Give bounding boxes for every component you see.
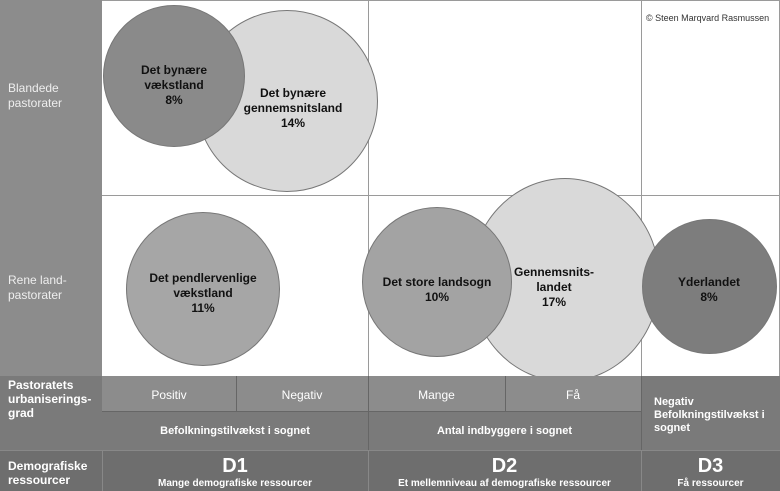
demographic-band <box>0 450 780 491</box>
row-label-blandede: Blandede pastorater <box>8 81 63 110</box>
sub-label-mange: Mange <box>418 388 455 402</box>
circle-label: Det bynære gennemsnitsland 14% <box>243 86 343 130</box>
circle-store-landsogn <box>362 207 512 357</box>
grid-row-divider <box>102 195 780 196</box>
sub-band-positiv <box>102 376 236 411</box>
circle-bynaere-vaekstland <box>103 5 245 147</box>
sub-band-negativ <box>236 376 368 411</box>
circle-label: Yderlandet 8% <box>677 275 740 304</box>
circle-label: Det bynære vækstland 8% <box>140 63 208 107</box>
column-code-d2: D2 <box>491 455 518 477</box>
axis-label-demografiske: Demografiske ressourcer <box>8 459 88 487</box>
circle-pendlervenlige-vaekstland <box>126 212 280 366</box>
group-label-befolkning: Befolkningstilvækst i sognet <box>160 425 310 437</box>
demographic-divider <box>102 450 103 491</box>
circle-label: Gennemsnits-landet 17% <box>513 265 594 309</box>
sub-label-positiv: Positiv <box>151 388 187 402</box>
header-divider <box>236 376 237 411</box>
header-divider <box>368 376 369 450</box>
grid-col-divider-2 <box>641 0 642 376</box>
copyright-note: © Steen Marqvard Rasmussen <box>646 13 770 23</box>
row-label-rene: Rene land-pastorater <box>8 273 67 302</box>
header-divider <box>102 411 641 412</box>
demographic-top-line <box>0 450 780 451</box>
sub-label-negativ: Negativ <box>281 388 323 402</box>
circle-yderlandet <box>642 219 777 354</box>
column-desc-d2: Et mellemniveau af demografiske ressourc… <box>398 478 611 489</box>
column-code-d1: D1 <box>222 455 248 477</box>
column-desc-d1: Mange demografiske ressourcer <box>158 478 312 489</box>
header-divider <box>641 376 642 450</box>
sub-band-faa <box>505 376 641 411</box>
grid-col-divider-1 <box>368 0 369 376</box>
group-label-antal: Antal indbyggere i sognet <box>436 425 573 437</box>
grid-top-border <box>102 0 780 1</box>
sub-label-faa: Få <box>565 388 580 402</box>
sub-band-mange <box>368 376 505 411</box>
demographic-divider <box>641 450 642 491</box>
header-divider <box>505 376 506 411</box>
group-label-negativ-befolkning: Negativ Befolkningstilvækst i sognet <box>654 396 765 434</box>
demographic-divider <box>368 450 369 491</box>
axis-label-pastoratets: Pastoratets urbaniserings-grad <box>8 378 92 420</box>
row-label-column <box>0 0 102 376</box>
column-code-d3: D3 <box>697 455 724 477</box>
circle-label: Det pendlervenlige vækstland 11% <box>149 271 257 315</box>
column-desc-d3: Få ressourcer <box>677 478 744 489</box>
circle-label: Det store landsogn 10% <box>382 275 492 304</box>
